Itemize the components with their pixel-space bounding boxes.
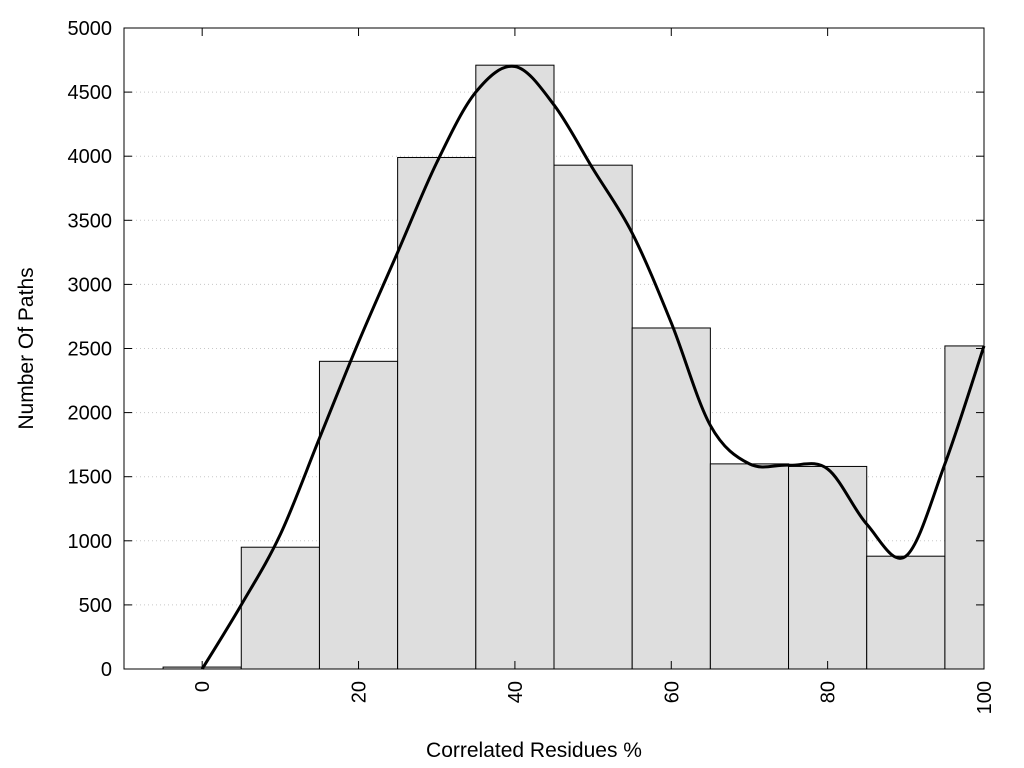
y-axis-label: Number Of Paths xyxy=(15,267,38,429)
y-tick-label: 3500 xyxy=(68,210,113,232)
y-tick-label: 0 xyxy=(101,659,112,681)
density-curve-line xyxy=(200,64,986,670)
x-tick-label: 60 xyxy=(661,681,683,703)
bar xyxy=(866,555,946,670)
x-tick-label: 20 xyxy=(349,681,371,703)
bar xyxy=(631,327,711,670)
bar xyxy=(788,465,868,670)
y-tick-label: 1500 xyxy=(68,467,113,489)
bar xyxy=(709,463,790,670)
density-curve xyxy=(200,64,986,670)
bar xyxy=(240,546,320,670)
bar xyxy=(397,156,477,670)
x-axis-ticks: 0 20 40 60 80 100 xyxy=(192,28,996,714)
y-tick-label: 5000 xyxy=(68,18,113,40)
y-tick-label: 3000 xyxy=(68,274,113,296)
bars xyxy=(162,64,985,670)
y-tick-label: 4500 xyxy=(68,82,113,104)
x-tick-label: 0 xyxy=(192,681,214,692)
bar xyxy=(944,345,985,670)
x-axis-label: Correlated Residues % xyxy=(426,739,642,762)
x-tick-label: 40 xyxy=(505,681,527,703)
y-tick-label: 2000 xyxy=(68,403,113,425)
y-axis-ticks: 0 500 1000 1500 2000 2500 3000 3500 4000 4500 5000 xyxy=(68,18,984,681)
y-tick-label: 1000 xyxy=(68,531,113,553)
y-tick-label: 2500 xyxy=(68,339,113,361)
bar xyxy=(475,64,555,670)
bar xyxy=(553,164,633,670)
y-tick-label: 500 xyxy=(79,595,112,617)
x-tick-label: 80 xyxy=(818,681,840,703)
y-tick-label: 4000 xyxy=(68,146,113,168)
x-tick-label: 100 xyxy=(974,681,996,714)
